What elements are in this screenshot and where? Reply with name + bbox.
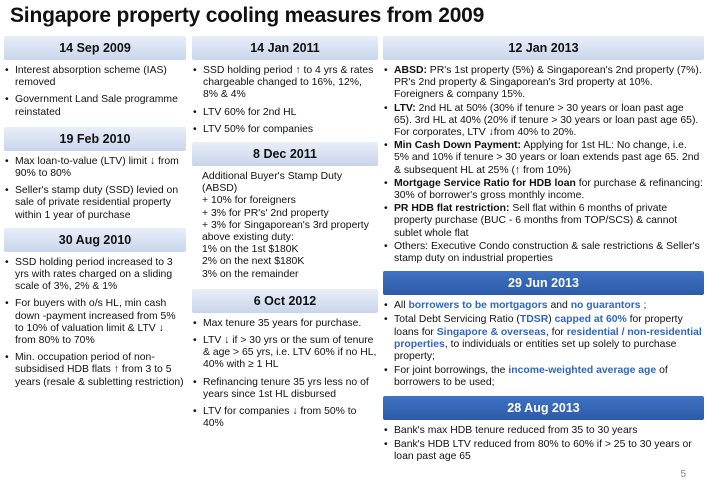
list-item: For joint borrowings, the income-weighte…: [383, 365, 704, 389]
measure-list: Max tenure 35 years for purchase. LTV ↓ …: [192, 318, 378, 431]
list-item: LTV for companies ↓ from 50% to 40%: [192, 406, 378, 430]
list-item: LTV: 2nd HL at 50% (30% if tenure > 30 y…: [383, 103, 704, 140]
text-line: + 10% for foreigners: [202, 195, 296, 207]
list-item: SSD holding period increased to 3 yrs wi…: [4, 257, 186, 294]
section-19-feb-2010: 19 Feb 2010 Max loan-to-value (LTV) limi…: [4, 126, 186, 222]
column-1: 14 Sep 2009 Interest absorption scheme (…: [4, 36, 186, 395]
list-item: Interest absorption scheme (IAS) removed: [4, 65, 186, 89]
absd-rates: Additional Buyer's Stamp Duty (ABSD) + 1…: [192, 171, 378, 281]
text-line: 2% on the next $180K: [202, 256, 305, 268]
date-header: 19 Feb 2010: [4, 126, 186, 151]
measure-list: Bank's max HDB tenure reduced from 35 to…: [383, 425, 704, 464]
list-item: PR HDB flat restriction: Sell flat withi…: [383, 203, 704, 240]
date-header: 8 Dec 2011: [192, 142, 378, 167]
date-header: 14 Jan 2011: [192, 36, 378, 60]
section-6-oct-2012: 6 Oct 2012 Max tenure 35 years for purch…: [192, 288, 378, 431]
section-12-jan-2013: 12 Jan 2013 ABSD: PR's 1st property (5%)…: [383, 36, 704, 265]
text-line: 1% on the 1st $180K: [202, 244, 299, 256]
list-item: Min Cash Down Payment: Applying for 1st …: [383, 140, 704, 177]
date-header: 28 Aug 2013: [383, 395, 704, 420]
page-title: Singapore property cooling measures from…: [10, 4, 485, 27]
section-29-jun-2013: 29 Jun 2013 All borrowers to be mortgago…: [383, 271, 704, 389]
text-line: 3% on the remainder: [202, 268, 299, 280]
list-item: LTV 50% for companies: [192, 124, 378, 136]
list-item: LTV ↓ if > 30 yrs or the sum of tenure &…: [192, 335, 378, 372]
date-header: 6 Oct 2012: [192, 288, 378, 313]
section-14-sep-2009: 14 Sep 2009 Interest absorption scheme (…: [4, 36, 186, 119]
list-item: ABSD: PR's 1st property (5%) & Singapore…: [383, 65, 704, 102]
measure-list: SSD holding period increased to 3 yrs wi…: [4, 257, 186, 389]
list-item: Min. occupation period of non-subsidised…: [4, 352, 186, 389]
date-header: 14 Sep 2009: [4, 36, 186, 60]
date-header: 29 Jun 2013: [383, 271, 704, 296]
section-14-jan-2011: 14 Jan 2011 SSD holding period ↑ to 4 yr…: [192, 36, 378, 136]
column-3: 12 Jan 2013 ABSD: PR's 1st property (5%)…: [383, 36, 704, 469]
column-2: 14 Jan 2011 SSD holding period ↑ to 4 yr…: [192, 36, 378, 436]
date-header: 30 Aug 2010: [4, 227, 186, 252]
list-item: Max loan-to-value (LTV) limit ↓ from 90%…: [4, 156, 186, 180]
list-item: Government Land Sale programme reinstate…: [4, 94, 186, 118]
measure-list: Max loan-to-value (LTV) limit ↓ from 90%…: [4, 156, 186, 222]
section-8-dec-2011: 8 Dec 2011 Additional Buyer's Stamp Duty…: [192, 142, 378, 281]
list-item: Bank's HDB LTV reduced from 80% to 60% i…: [383, 439, 704, 463]
list-item: Bank's max HDB tenure reduced from 35 to…: [383, 425, 704, 437]
list-item: Mortgage Service Ratio for HDB loan for …: [383, 178, 704, 202]
measure-list: Interest absorption scheme (IAS) removed…: [4, 65, 186, 119]
text-line: + 3% for PR's' 2nd property: [202, 207, 329, 219]
measure-list: All borrowers to be mortgagors and no gu…: [383, 300, 704, 389]
measure-list: SSD holding period ↑ to 4 yrs & rates ch…: [192, 65, 378, 136]
list-item: Refinancing tenure 35 yrs less no of yea…: [192, 377, 378, 401]
list-item: SSD holding period ↑ to 4 yrs & rates ch…: [192, 65, 378, 102]
page-number: 5: [680, 469, 686, 480]
list-item: For buyers with o/s HL, min cash down -p…: [4, 298, 186, 347]
list-item: Seller's stamp duty (SSD) levied on sale…: [4, 185, 186, 222]
list-item: Max tenure 35 years for purchase.: [192, 318, 378, 330]
list-item: LTV 60% for 2nd HL: [192, 107, 378, 119]
text-line: + 3% for Singaporean's 3rd property abov…: [202, 219, 369, 244]
list-item: Total Debt Servicing Ratio (TDSR) capped…: [383, 314, 704, 363]
text-line: Additional Buyer's Stamp Duty (ABSD): [202, 171, 343, 195]
section-30-aug-2010: 30 Aug 2010 SSD holding period increased…: [4, 227, 186, 389]
measure-list: ABSD: PR's 1st property (5%) & Singapore…: [383, 65, 704, 265]
section-28-aug-2013: 28 Aug 2013 Bank's max HDB tenure reduce…: [383, 395, 704, 464]
date-header: 12 Jan 2013: [383, 36, 704, 60]
list-item: Others: Executive Condo construction & s…: [383, 241, 704, 265]
list-item: All borrowers to be mortgagors and no gu…: [383, 300, 704, 312]
